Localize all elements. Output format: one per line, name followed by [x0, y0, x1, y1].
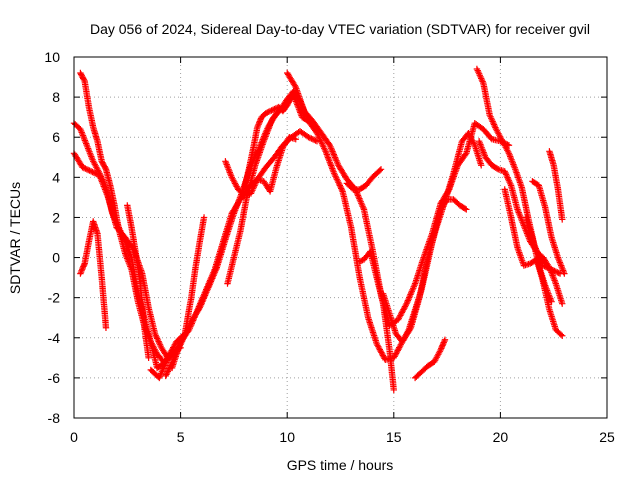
x-tick-label: 10	[279, 429, 295, 445]
plot-frame	[73, 56, 608, 419]
y-tick-label: -4	[48, 330, 61, 346]
plus-markers	[522, 214, 555, 305]
series-trace-11	[241, 93, 295, 191]
series-trace-9	[222, 134, 299, 199]
plus-markers	[124, 202, 152, 362]
chart-title: Day 056 of 2024, Sidereal Day-to-day VTE…	[90, 21, 590, 37]
plus-markers	[529, 178, 568, 277]
y-tick-label: 8	[52, 89, 60, 105]
y-axis-label: SDTVAR / TECUs	[7, 182, 23, 294]
y-tick-label: 10	[44, 49, 60, 65]
series-trace-20	[522, 214, 555, 305]
plus-markers	[241, 93, 295, 191]
plus-markers	[546, 148, 566, 223]
series-trace-21	[529, 178, 568, 277]
x-tick-label: 25	[599, 429, 615, 445]
x-tick-label: 0	[70, 429, 78, 445]
axis-ticks	[73, 56, 608, 419]
y-tick-label: 4	[52, 169, 60, 185]
y-tick-label: 2	[52, 209, 60, 225]
x-tick-labels: 0 5 10 15 20 25	[70, 429, 615, 445]
x-tick-label: 15	[386, 429, 402, 445]
series-trace-15	[379, 196, 470, 345]
plus-markers	[411, 336, 449, 382]
y-tick-label: -2	[48, 290, 61, 306]
x-tick-label: 5	[177, 429, 185, 445]
series-trace-13	[343, 166, 385, 193]
y-tick-labels: -8 -6 -4 -2 0 2 4 6 8 10	[44, 49, 60, 426]
plus-markers	[77, 218, 110, 331]
series-trace-16	[411, 336, 449, 382]
y-tick-label: 0	[52, 250, 60, 266]
x-tick-label: 20	[493, 429, 509, 445]
y-tick-label: 6	[52, 129, 60, 145]
series-trace-22	[546, 148, 566, 223]
y-tick-label: -6	[48, 370, 61, 386]
plus-markers	[222, 134, 299, 199]
series-trace-4	[77, 218, 110, 331]
plus-markers	[343, 166, 385, 193]
x-axis-label: GPS time / hours	[287, 457, 394, 473]
y-tick-label: -8	[48, 410, 61, 426]
series-trace-5	[124, 202, 152, 362]
plus-markers	[379, 196, 470, 345]
